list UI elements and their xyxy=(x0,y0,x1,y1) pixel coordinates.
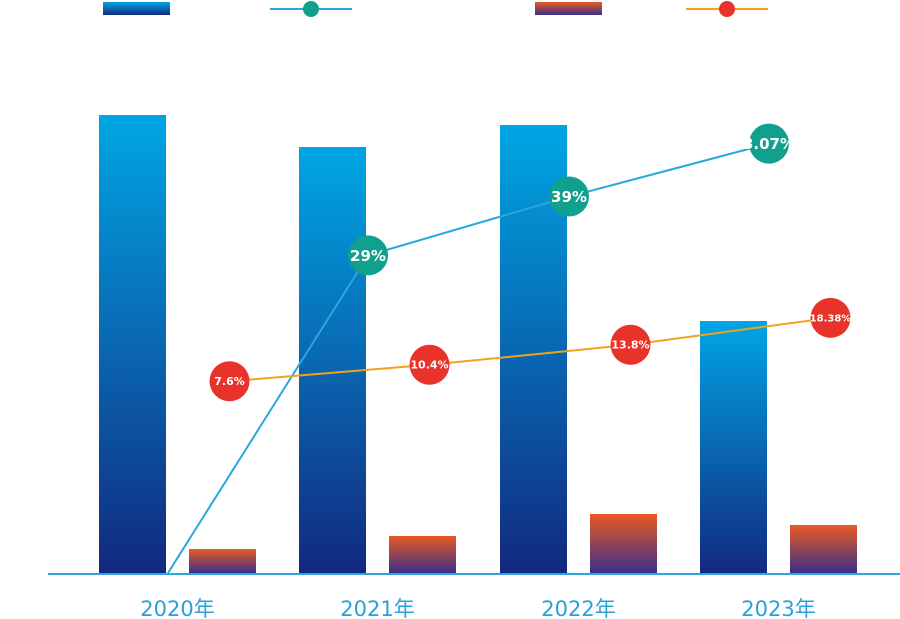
line-2-data-label-1: 10.4% xyxy=(410,359,448,372)
x-tick-label-2: 2022年 xyxy=(541,597,615,619)
bar-series-2-3 xyxy=(790,525,857,573)
bars-layer xyxy=(99,115,857,573)
legend xyxy=(103,1,768,17)
legend-swatch-marker-b xyxy=(719,1,735,17)
bar-series-2-1 xyxy=(389,536,456,573)
legend-swatch-bar-b xyxy=(535,2,602,15)
line-2-marker-2 xyxy=(610,324,651,365)
line-2-data-label-3: 18.38% xyxy=(810,313,852,324)
line-series-1 xyxy=(167,142,770,574)
lines-layer xyxy=(167,142,831,574)
line-1-marker-1 xyxy=(348,235,388,276)
line-2-marker-0 xyxy=(209,361,250,402)
line-2-marker-3 xyxy=(810,297,851,338)
line-series-2 xyxy=(229,316,831,383)
x-tick-label-0: 2020年 xyxy=(140,597,214,619)
line-2-data-label-2: 13.8% xyxy=(611,339,649,352)
markers-layer: 29% 39% 3.07% 7.6% 10.4% 13.8% 18.38% xyxy=(209,123,852,402)
bar-series-2-0 xyxy=(189,549,256,573)
line-1-data-label-2: 39% xyxy=(551,188,587,206)
bar-series-1-0 xyxy=(99,115,166,573)
line-1-marker-2 xyxy=(549,176,589,217)
x-tick-label-3: 2023年 xyxy=(741,597,815,619)
line-1-data-label-1: 29% xyxy=(350,247,386,265)
legend-swatch-marker-a xyxy=(303,1,319,17)
line-2-marker-1 xyxy=(409,344,450,385)
line-2-data-label-0: 7.6% xyxy=(214,375,245,388)
line-1-data-label-3: 3.07% xyxy=(743,135,795,153)
legend-swatch-bar-a xyxy=(103,2,170,15)
bar-series-2-2 xyxy=(590,514,657,573)
x-axis-labels: 2020年 2021年 2022年 2023年 xyxy=(140,597,815,619)
line-1-marker-3 xyxy=(749,123,789,164)
x-tick-label-1: 2021年 xyxy=(340,597,414,619)
bar-series-1-3 xyxy=(700,321,767,573)
bar-series-1-1 xyxy=(299,147,366,573)
